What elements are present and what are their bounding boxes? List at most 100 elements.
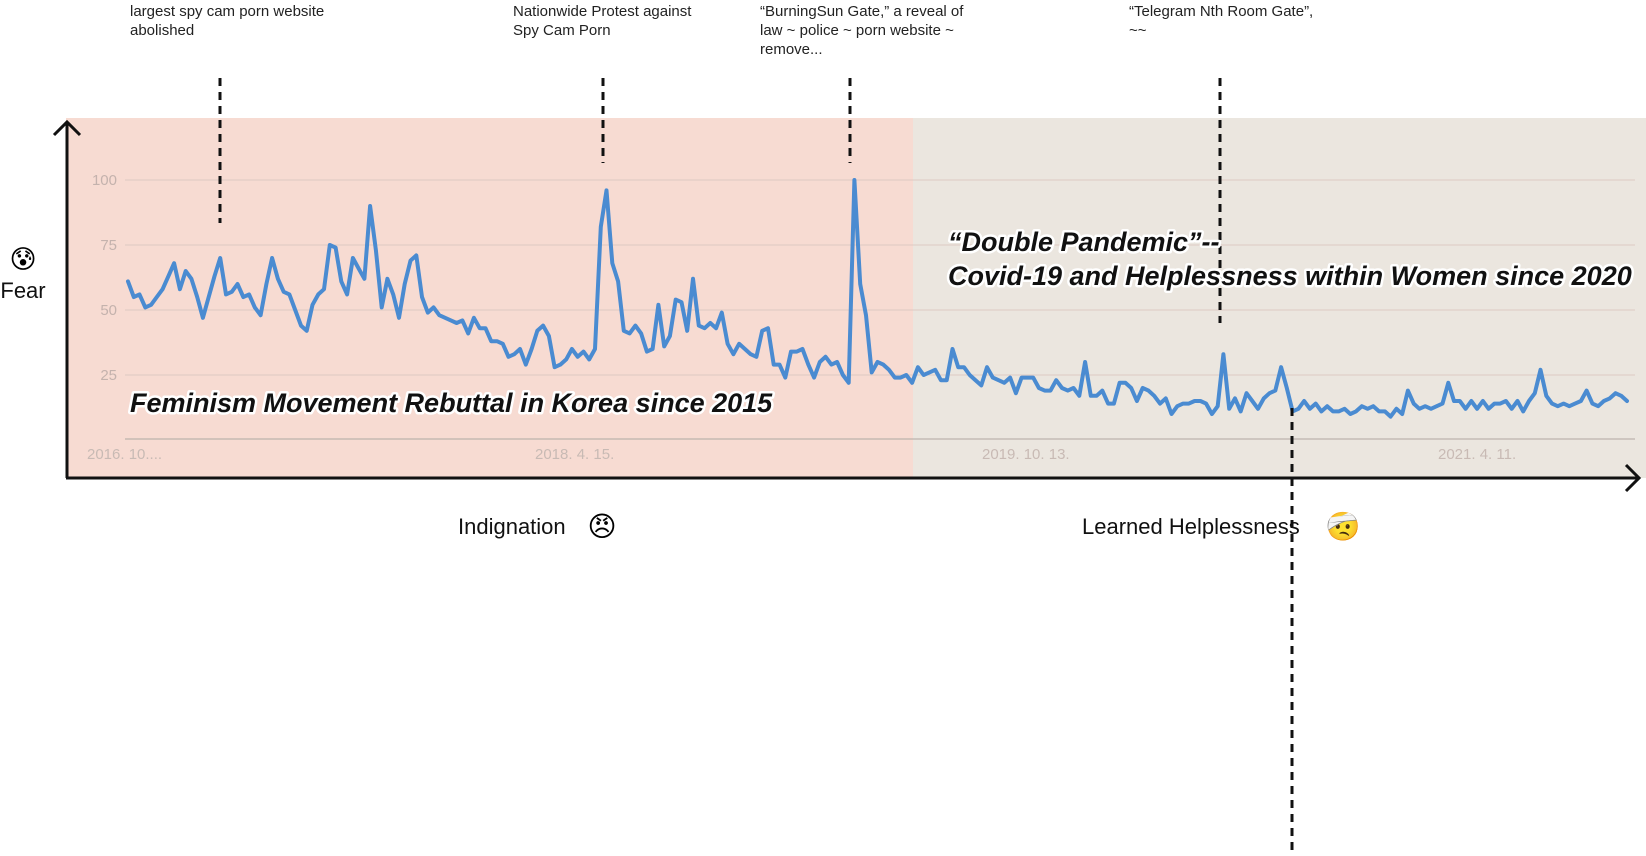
annotation-spy-cam-site: largest spy cam porn website abolished bbox=[130, 3, 328, 39]
fear-point-210 bbox=[1337, 409, 1341, 413]
fear-point-203 bbox=[1296, 407, 1300, 411]
fear-point-139 bbox=[927, 370, 932, 374]
fear-point-165 bbox=[1077, 394, 1081, 398]
fear-point-252 bbox=[1579, 399, 1583, 403]
fear-point-42 bbox=[368, 204, 372, 208]
fear-point-116 bbox=[795, 350, 799, 354]
fear-point-221 bbox=[1400, 412, 1404, 416]
annotation-3-line-2: law ~ police ~ porn website ~ bbox=[760, 22, 954, 39]
fear-point-204 bbox=[1302, 399, 1306, 403]
fear-point-35 bbox=[328, 243, 332, 247]
annotation-burningsun-gate: “BurningSun Gate,” a reveal of law ~ pol… bbox=[760, 3, 968, 58]
fear-point-189 bbox=[1216, 404, 1220, 408]
fear-point-199 bbox=[1273, 389, 1277, 393]
fear-point-41 bbox=[362, 277, 366, 281]
fear-point-244 bbox=[1533, 391, 1537, 395]
fear-point-79 bbox=[581, 350, 586, 354]
fear-point-61 bbox=[478, 326, 482, 330]
fear-point-23 bbox=[259, 313, 263, 317]
fear-point-201 bbox=[1285, 386, 1289, 390]
fear-point-96 bbox=[679, 300, 684, 304]
fear-point-255 bbox=[1596, 404, 1600, 408]
fear-point-217 bbox=[1377, 409, 1381, 413]
fear-point-30 bbox=[299, 324, 303, 328]
fear-point-76 bbox=[564, 357, 568, 361]
fear-point-88 bbox=[633, 324, 638, 328]
fear-point-211 bbox=[1342, 407, 1347, 411]
fear-series-points bbox=[126, 178, 1629, 419]
fear-point-85 bbox=[616, 279, 620, 283]
region-label-double-pandemic-line-1: “Double Pandemic”-- bbox=[948, 227, 1220, 257]
fear-point-92 bbox=[656, 303, 661, 307]
fear-point-69 bbox=[524, 363, 528, 367]
fear-point-45 bbox=[385, 277, 389, 281]
fear-point-140 bbox=[933, 368, 937, 372]
fear-point-257 bbox=[1608, 396, 1612, 400]
fear-point-107 bbox=[743, 347, 747, 351]
fear-point-55 bbox=[443, 316, 447, 320]
fear-point-235 bbox=[1481, 399, 1485, 403]
fear-point-158 bbox=[1037, 386, 1041, 390]
fear-point-234 bbox=[1475, 407, 1479, 411]
fear-point-194 bbox=[1244, 391, 1249, 395]
fear-point-151 bbox=[997, 378, 1001, 382]
fear-point-146 bbox=[968, 373, 972, 377]
annotation-2-line-2: Spy Cam Porn bbox=[513, 22, 611, 39]
fear-point-258 bbox=[1613, 391, 1618, 395]
fear-point-209 bbox=[1331, 409, 1335, 413]
fear-point-176 bbox=[1141, 386, 1145, 390]
fear-point-21 bbox=[247, 292, 251, 296]
fear-point-190 bbox=[1221, 352, 1225, 356]
fear-point-47 bbox=[397, 316, 401, 320]
fear-point-105 bbox=[731, 352, 736, 356]
fear-point-163 bbox=[1066, 389, 1070, 393]
fear-point-157 bbox=[1031, 376, 1035, 380]
fear-point-122 bbox=[829, 363, 834, 367]
fear-point-57 bbox=[455, 321, 459, 325]
fear-point-155 bbox=[1020, 376, 1024, 380]
fear-point-230 bbox=[1452, 399, 1456, 403]
fear-point-62 bbox=[483, 326, 488, 330]
fear-point-48 bbox=[403, 282, 407, 286]
fear-point-90 bbox=[645, 350, 649, 354]
fear-point-15 bbox=[212, 274, 217, 278]
fear-point-19 bbox=[235, 282, 240, 286]
fear-point-111 bbox=[766, 326, 770, 330]
fear-point-100 bbox=[702, 326, 707, 330]
fear-point-54 bbox=[437, 313, 441, 317]
fear-point-104 bbox=[726, 342, 730, 346]
fear-point-133 bbox=[893, 376, 897, 380]
fear-point-242 bbox=[1521, 409, 1525, 413]
fear-point-25 bbox=[270, 256, 274, 260]
fear-point-110 bbox=[760, 329, 764, 333]
fear-point-84 bbox=[610, 261, 614, 265]
fear-point-103 bbox=[720, 311, 724, 315]
fear-point-156 bbox=[1025, 376, 1029, 380]
y-axis-label-fear: Fear bbox=[0, 278, 45, 303]
annotation-nationwide-protest: Nationwide Protest against Spy Cam Porn bbox=[513, 3, 696, 39]
fear-point-12 bbox=[195, 295, 199, 299]
fear-point-245 bbox=[1538, 368, 1543, 372]
fear-point-106 bbox=[737, 342, 741, 346]
fear-point-179 bbox=[1158, 402, 1162, 406]
fear-point-95 bbox=[674, 298, 678, 302]
fear-point-128 bbox=[864, 313, 868, 317]
fear-point-29 bbox=[293, 308, 297, 312]
fear-point-125 bbox=[847, 381, 851, 385]
fear-point-119 bbox=[812, 376, 816, 380]
fear-point-44 bbox=[380, 305, 384, 309]
region-label-feminism: Feminism Movement Rebuttal in Korea sinc… bbox=[130, 388, 773, 418]
fear-point-241 bbox=[1515, 399, 1520, 403]
fear-point-27 bbox=[282, 290, 286, 294]
fear-point-259 bbox=[1619, 394, 1623, 398]
fear-point-142 bbox=[945, 378, 949, 382]
fear-point-50 bbox=[414, 253, 418, 257]
fear-point-81 bbox=[593, 347, 597, 351]
fear-point-5 bbox=[155, 295, 159, 299]
annotation-3-line-3: remove... bbox=[760, 41, 823, 58]
fear-point-149 bbox=[985, 365, 989, 369]
y-tick-75: 75 bbox=[100, 237, 117, 254]
fear-point-243 bbox=[1527, 399, 1531, 403]
fear-point-175 bbox=[1135, 399, 1139, 403]
fear-point-132 bbox=[887, 368, 891, 372]
